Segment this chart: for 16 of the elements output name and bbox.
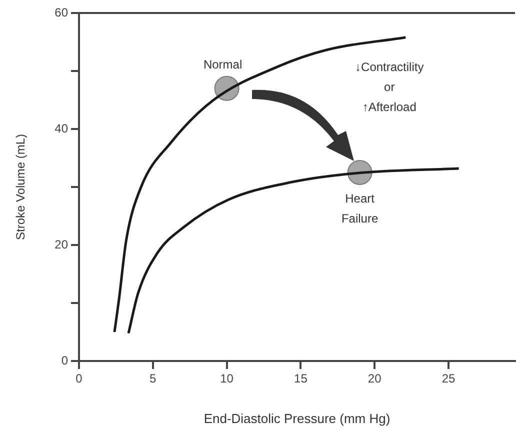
x-tick-label: 5	[150, 372, 157, 386]
annotation: ↓Contractility or ↑Afterload	[355, 60, 424, 114]
x-axis-title: End-Diastolic Pressure (mm Hg)	[204, 410, 390, 426]
y-tick-label: 60	[54, 5, 68, 20]
y-tick-label: 0	[61, 353, 68, 368]
x-tick-label: 15	[294, 372, 308, 386]
annotation: Normal	[203, 57, 242, 72]
y-tick-label: 40	[54, 121, 68, 136]
y-tick-label: 20	[54, 237, 68, 252]
x-tick-label: 20	[368, 372, 382, 386]
x-tick-label: 25	[442, 372, 456, 386]
x-tick-label: 10	[220, 372, 234, 386]
line-series	[127, 167, 460, 334]
annotation: Heart Failure	[341, 192, 378, 226]
y-axis-title: Stroke Volume (mL)	[14, 134, 28, 240]
x-tick-label: 0	[76, 372, 83, 386]
